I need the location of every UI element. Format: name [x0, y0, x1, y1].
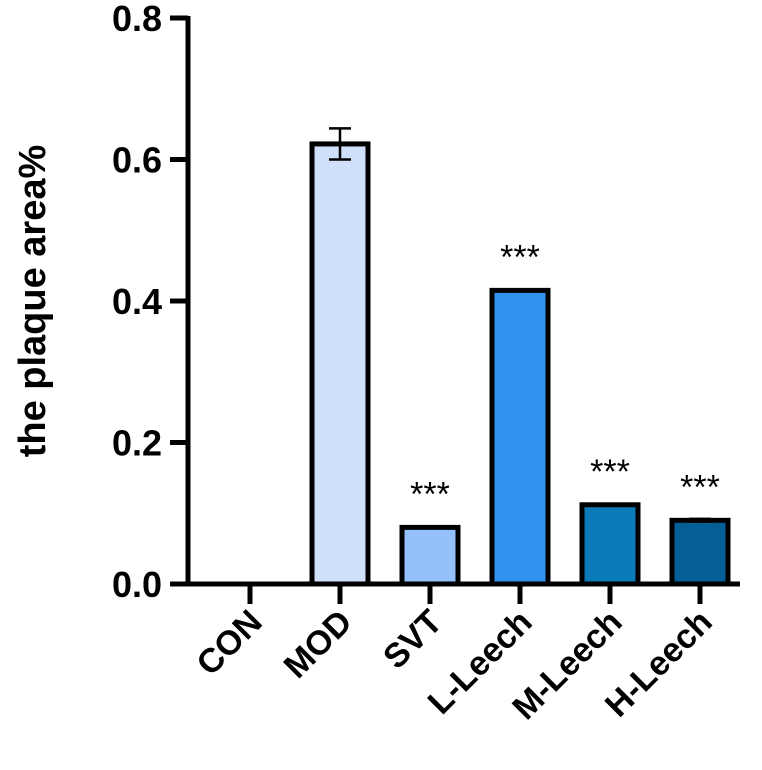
x-axis [186, 581, 740, 604]
significance-label: *** [590, 453, 630, 491]
bar-h-leech [669, 517, 731, 587]
y-tick-label: 0.0 [112, 564, 162, 605]
significance-label: *** [680, 468, 720, 506]
bar-svt [399, 524, 461, 587]
bar-mod [309, 141, 371, 587]
y-axis: 0.0 0.2 0.4 0.6 0.8 [112, 0, 191, 605]
significance-label: *** [410, 475, 450, 513]
y-tick-label: 0.4 [112, 281, 162, 322]
x-tick-label: MOD [277, 603, 360, 686]
bar-l-leech [489, 287, 551, 587]
x-tick-label: CON [189, 603, 269, 683]
y-tick-label: 0.6 [112, 140, 162, 181]
y-axis-title: the plaque area% [12, 145, 54, 458]
significance-label: *** [500, 238, 540, 276]
bar-m-leech [579, 502, 641, 587]
x-tick-label: SVT [376, 603, 450, 677]
bars: *** *** *** *** [309, 127, 731, 587]
y-tick-label: 0.2 [112, 423, 162, 464]
y-tick-label: 0.8 [112, 0, 162, 39]
